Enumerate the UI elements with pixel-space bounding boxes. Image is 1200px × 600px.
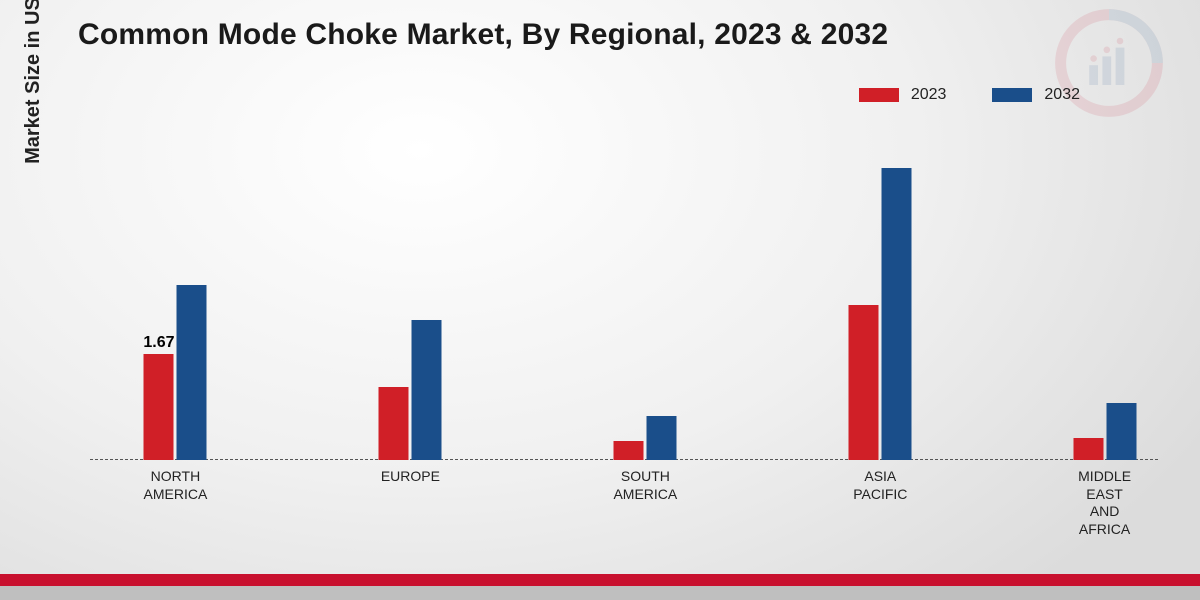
bar-pair (849, 168, 912, 460)
bar-pair (1073, 403, 1136, 460)
legend-item-2032: 2032 (992, 86, 1080, 104)
bar (177, 285, 207, 460)
bar (647, 416, 677, 460)
bar-pair: 1.67 (144, 285, 207, 460)
bar (1106, 403, 1136, 460)
category-label: ASIA PACIFIC (853, 460, 907, 503)
bar (379, 387, 409, 460)
bar (144, 354, 174, 460)
category-label: EUROPE (381, 460, 440, 486)
legend-label-2032: 2032 (1044, 86, 1080, 104)
legend-swatch-2032 (992, 88, 1032, 102)
category-label: SOUTH AMERICA (613, 460, 677, 503)
category-label: NORTH AMERICA (144, 460, 208, 503)
bar (614, 441, 644, 460)
plot-area: 1.67NORTH AMERICAEUROPESOUTH AMERICAASIA… (90, 130, 1158, 460)
bar-value-label: 1.67 (143, 334, 174, 354)
footer-grey-bar (0, 586, 1200, 600)
bar (412, 320, 442, 460)
bar (882, 168, 912, 460)
legend-item-2023: 2023 (859, 86, 947, 104)
bar-pair (614, 416, 677, 460)
y-axis-label: Market Size in USD Billion (22, 0, 45, 180)
bar (1073, 438, 1103, 460)
legend: 2023 2032 (859, 86, 1080, 104)
legend-label-2023: 2023 (911, 86, 947, 104)
chart-title: Common Mode Choke Market, By Regional, 2… (78, 18, 888, 52)
bar (849, 305, 879, 460)
bar-pair (379, 320, 442, 460)
legend-swatch-2023 (859, 88, 899, 102)
footer-accent-bar (0, 574, 1200, 586)
category-label: MIDDLE EAST AND AFRICA (1078, 460, 1131, 538)
